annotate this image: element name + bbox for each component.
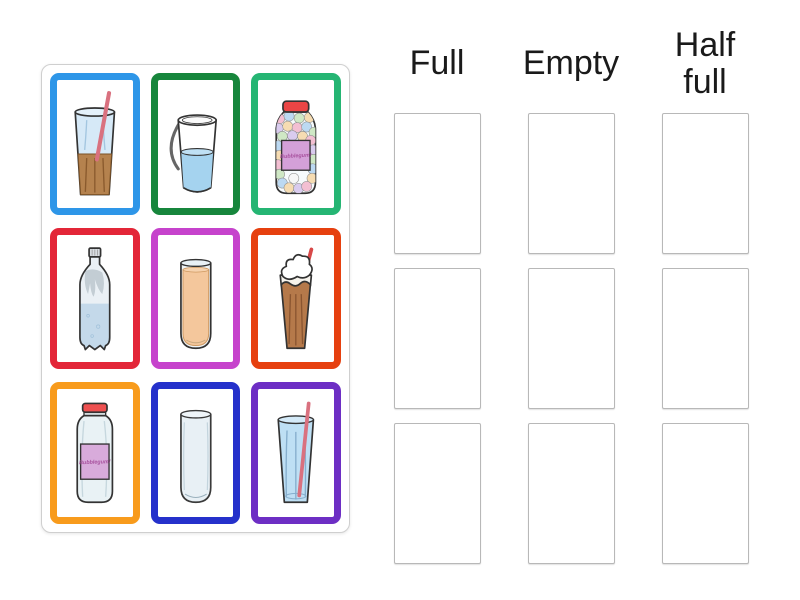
drop-zone-half-full-1[interactable] xyxy=(662,113,749,254)
empty-bubblegum-jar-icon: Bubblegum! xyxy=(76,402,114,504)
card-glass-half-full[interactable] xyxy=(50,73,140,215)
group-header-full: Full xyxy=(409,44,465,83)
card-bottle-half-full[interactable] xyxy=(50,227,140,370)
drop-zone-grid xyxy=(394,113,749,564)
drop-zone-empty-2[interactable] xyxy=(528,268,615,409)
drop-zone-half-full-3[interactable] xyxy=(662,423,749,564)
drop-zone-full-3[interactable] xyxy=(394,423,481,564)
card-gum-jar-full[interactable]: Bubblegum! xyxy=(251,73,341,215)
drop-zone-empty-1[interactable] xyxy=(528,113,615,254)
jar-full-of-bubblegum-icon: Bubblegum! xyxy=(275,100,317,195)
card-gum-jar-empty[interactable]: Bubblegum! xyxy=(50,382,140,524)
glass-with-straw-half-full-icon xyxy=(74,91,116,196)
drop-zone-full-1[interactable] xyxy=(394,113,481,254)
glass-full-of-milky-drink-icon xyxy=(179,258,212,349)
glass-full-of-water-with-straw-icon xyxy=(277,401,315,504)
group-header-empty: Empty xyxy=(522,44,620,83)
drop-zone-full-2[interactable] xyxy=(394,268,481,409)
card-glass-full[interactable] xyxy=(150,227,241,370)
drop-zone-empty-3[interactable] xyxy=(528,423,615,564)
card-glass-empty[interactable] xyxy=(150,382,241,524)
group-headers: Full Empty Half full xyxy=(370,18,772,110)
bucket-half-full-icon xyxy=(169,114,217,193)
drop-zone-half-full-2[interactable] xyxy=(662,268,749,409)
card-water-glass-full[interactable] xyxy=(251,382,341,524)
jar-label: Bubblegum! xyxy=(79,459,111,466)
group-header-half-full: Half full xyxy=(674,25,736,101)
jar-label: Bubblegum! xyxy=(280,153,312,161)
milkshake-with-whipped-cream-icon xyxy=(279,247,314,349)
plastic-bottle-half-full-icon xyxy=(79,246,111,351)
card-milkshake-full[interactable] xyxy=(251,227,341,370)
card-tray: Bubblegum! xyxy=(41,64,350,533)
empty-glass-icon xyxy=(179,410,212,504)
card-bucket-half-full[interactable] xyxy=(150,73,241,215)
